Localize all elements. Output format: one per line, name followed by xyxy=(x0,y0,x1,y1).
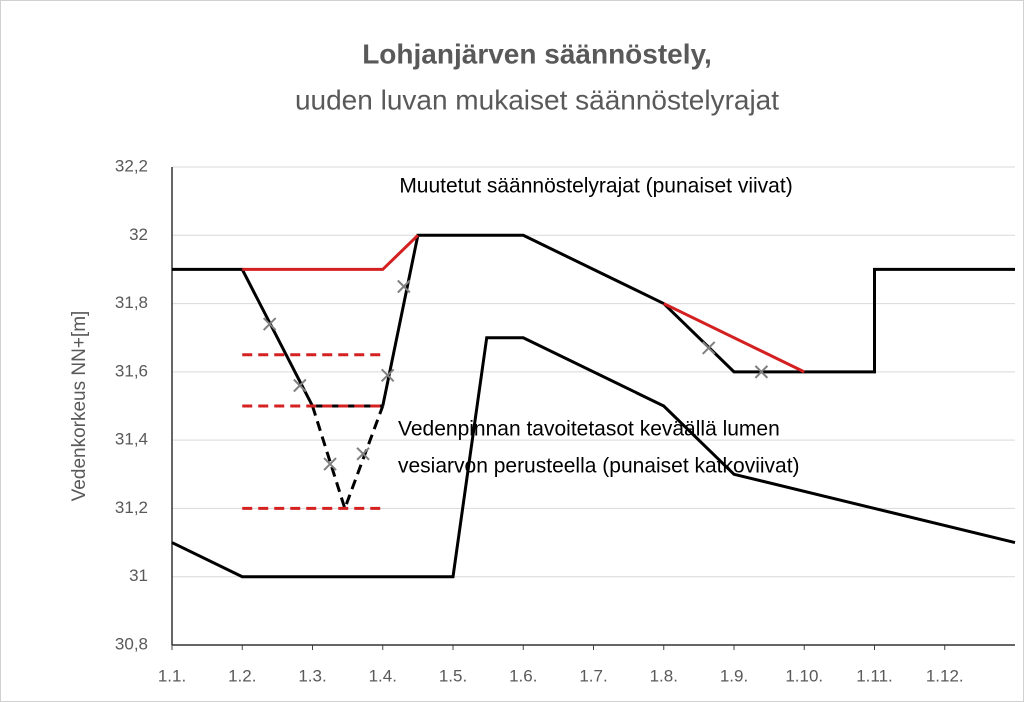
marker xyxy=(323,457,337,471)
annotation: vesiarvon perusteella (punaiset katkovii… xyxy=(398,455,800,478)
x-tick-label: 1.6. xyxy=(509,666,537,685)
marker xyxy=(293,378,307,393)
marker xyxy=(356,447,370,461)
y-tick-label: 32,2 xyxy=(115,156,148,175)
y-tick-label: 31,8 xyxy=(115,293,148,312)
series-line xyxy=(171,336,1016,579)
x-tick-label: 1.11. xyxy=(856,666,893,685)
x-tick-label: 1.5. xyxy=(439,666,467,685)
y-tick-label: 31 xyxy=(129,566,148,585)
series-line xyxy=(663,302,805,374)
y-axis-label: Vedenkorkeus NN+[m] xyxy=(69,311,90,502)
x-tick-label: 1.1. xyxy=(158,666,186,685)
y-tick-label: 30,8 xyxy=(115,634,148,653)
series-line xyxy=(381,233,1015,407)
marker xyxy=(262,317,277,331)
annotation: Muutetut säännöstelyrajat (punaiset viiv… xyxy=(399,175,792,198)
marker xyxy=(754,365,769,379)
marker xyxy=(702,341,716,355)
marker xyxy=(397,279,411,294)
x-tick-label: 1.2. xyxy=(228,666,256,685)
chart-subtitle: uuden luvan mukaiset säännöstelyrajat xyxy=(295,84,779,115)
y-tick-label: 31,2 xyxy=(115,498,148,517)
x-tick-label: 1.12. xyxy=(926,666,964,685)
x-tick-label: 1.8. xyxy=(650,666,678,685)
series-line xyxy=(311,405,385,514)
x-tick-label: 1.3. xyxy=(298,666,326,685)
series-line xyxy=(242,234,419,271)
y-tick-label: 31,6 xyxy=(115,361,148,380)
y-tick-label: 31,4 xyxy=(115,430,148,449)
annotation: Vedenpinnan tavoitetasot keväällä lumen xyxy=(398,418,780,441)
x-tick-label: 1.7. xyxy=(579,666,607,685)
y-tick-label: 32 xyxy=(129,225,148,244)
chart-title: Lohjanjärven säännöstely, xyxy=(362,38,712,69)
x-tick-label: 1.4. xyxy=(369,666,397,685)
x-tick-label: 1.9. xyxy=(720,666,748,685)
marker xyxy=(380,368,395,382)
x-tick-label: 1.10. xyxy=(785,666,823,685)
